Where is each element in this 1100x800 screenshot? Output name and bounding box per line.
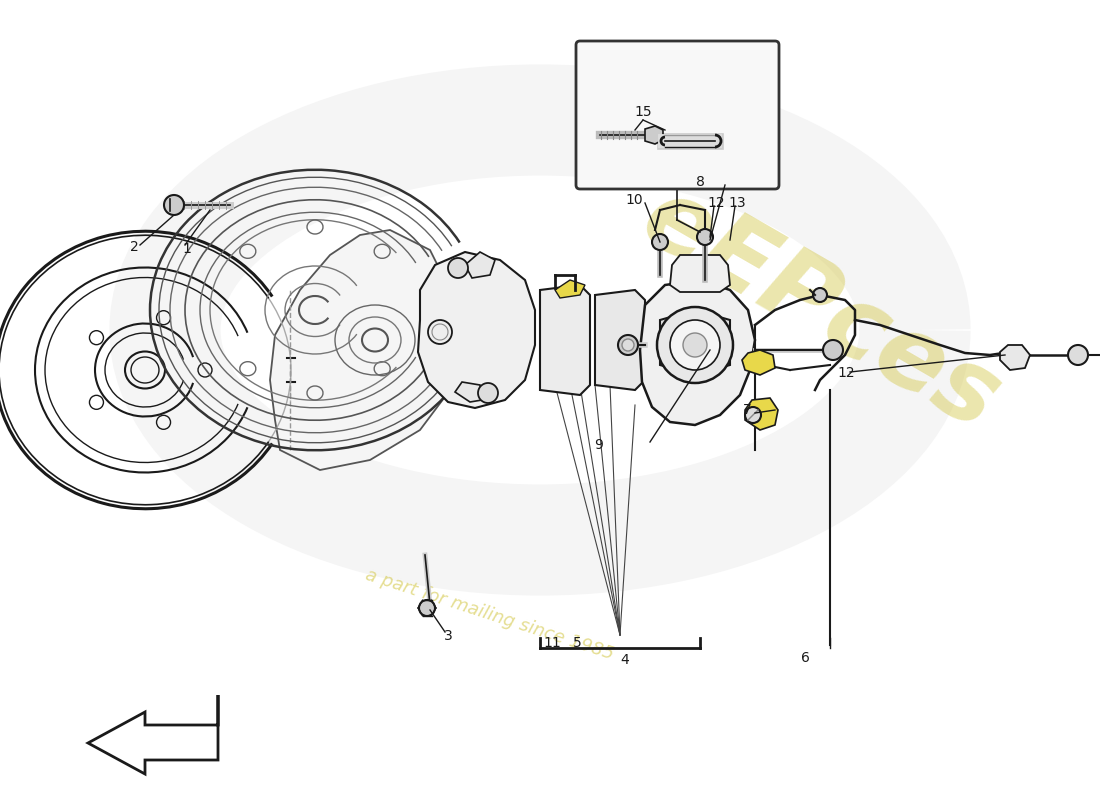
Polygon shape	[670, 255, 730, 292]
Polygon shape	[595, 290, 645, 390]
Circle shape	[621, 339, 634, 351]
Text: 10: 10	[625, 193, 642, 207]
Polygon shape	[660, 310, 730, 375]
Polygon shape	[645, 126, 663, 144]
Polygon shape	[1000, 345, 1030, 370]
Polygon shape	[270, 230, 460, 470]
Circle shape	[1068, 345, 1088, 365]
Circle shape	[683, 333, 707, 357]
Polygon shape	[742, 350, 775, 375]
Circle shape	[428, 320, 452, 344]
Text: 6: 6	[801, 651, 810, 665]
Text: 15: 15	[635, 105, 652, 119]
Polygon shape	[465, 252, 495, 278]
Text: 13: 13	[728, 196, 746, 210]
Polygon shape	[640, 280, 755, 425]
Circle shape	[618, 335, 638, 355]
Text: eEPces: eEPces	[625, 169, 1015, 451]
Circle shape	[823, 340, 843, 360]
Circle shape	[697, 229, 713, 245]
Circle shape	[657, 307, 733, 383]
Text: 4: 4	[620, 653, 629, 667]
Text: 12: 12	[707, 196, 725, 210]
Polygon shape	[540, 285, 590, 395]
Circle shape	[745, 407, 761, 423]
Circle shape	[164, 195, 184, 215]
Polygon shape	[745, 398, 778, 430]
Text: 7: 7	[742, 403, 751, 417]
Text: 9: 9	[595, 438, 604, 452]
FancyBboxPatch shape	[576, 41, 779, 189]
Circle shape	[813, 288, 827, 302]
Text: 5: 5	[573, 636, 582, 650]
Circle shape	[448, 258, 468, 278]
Text: 3: 3	[443, 629, 452, 643]
Polygon shape	[556, 280, 585, 298]
Circle shape	[419, 600, 435, 616]
Polygon shape	[418, 252, 535, 408]
Text: 11: 11	[543, 636, 561, 650]
Text: 8: 8	[695, 175, 704, 189]
Text: 12: 12	[837, 366, 855, 380]
Circle shape	[478, 383, 498, 403]
Circle shape	[652, 234, 668, 250]
Polygon shape	[455, 382, 482, 402]
Text: 2: 2	[130, 240, 139, 254]
Circle shape	[670, 320, 720, 370]
Polygon shape	[88, 695, 218, 774]
Text: a part for mailing since 1985: a part for mailing since 1985	[363, 566, 616, 664]
Text: 1: 1	[183, 242, 191, 256]
